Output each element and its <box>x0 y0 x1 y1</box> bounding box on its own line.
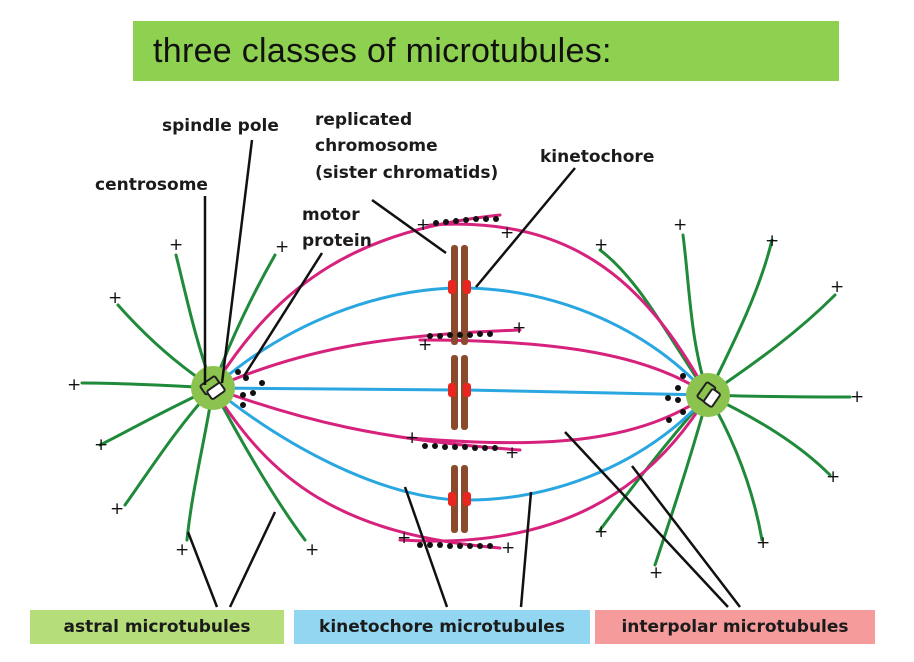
legend-astral: astral microtubules <box>30 610 284 644</box>
plus-sign: + <box>175 540 189 560</box>
interpolar-microtubules <box>211 213 710 550</box>
label-replicated-2: chromosome <box>315 136 438 156</box>
title-banner: three classes of microtubules: <box>133 21 839 81</box>
plus-end-markers: + + + + + + + + + + + + + + + + + + + + … <box>67 215 864 583</box>
plus-sign: + <box>826 467 840 487</box>
plus-sign: + <box>673 215 687 235</box>
legend-interpolar: interpolar microtubules <box>595 610 875 644</box>
plus-sign: + <box>275 237 289 257</box>
plus-sign: + <box>110 499 124 519</box>
plus-sign: + <box>512 318 526 338</box>
plus-sign: + <box>169 235 183 255</box>
plus-sign: + <box>765 231 779 251</box>
plus-sign: + <box>405 428 419 448</box>
plus-sign: + <box>108 288 122 308</box>
plus-sign: + <box>305 540 319 560</box>
plus-sign: + <box>94 435 108 455</box>
label-replicated-3: (sister chromatids) <box>315 163 498 183</box>
label-motor-1: motor <box>302 205 360 225</box>
centrosome-right <box>686 373 730 417</box>
chromosome-bottom <box>448 465 471 533</box>
plus-sign: + <box>500 223 514 243</box>
label-replicated-1: replicated <box>315 110 412 130</box>
plus-sign: + <box>397 528 411 548</box>
plus-sign: + <box>649 563 663 583</box>
legend-kinetochore: kinetochore microtubules <box>294 610 590 644</box>
chromosome-middle <box>448 355 471 430</box>
spindle-diagram: spindle pole replicated chromosome (sist… <box>67 110 864 608</box>
motor-proteins <box>235 216 686 549</box>
plus-sign: + <box>830 277 844 297</box>
plus-sign: + <box>505 443 519 463</box>
label-spindle-pole: spindle pole <box>162 116 279 136</box>
plus-sign: + <box>418 335 432 355</box>
diagram-title: three classes of microtubules: <box>153 31 612 70</box>
plus-sign: + <box>501 538 515 558</box>
label-centrosome: centrosome <box>95 175 208 195</box>
label-kinetochore: kinetochore <box>540 147 654 167</box>
chromosome-top <box>448 245 471 345</box>
centrosome-left <box>191 366 235 410</box>
leader-lines <box>186 139 741 608</box>
label-motor-2: protein <box>302 231 372 251</box>
plus-sign: + <box>594 522 608 542</box>
plus-sign: + <box>416 215 430 235</box>
plus-sign: + <box>850 387 864 407</box>
plus-sign: + <box>67 375 81 395</box>
plus-sign: + <box>756 533 770 553</box>
plus-sign: + <box>594 235 608 255</box>
